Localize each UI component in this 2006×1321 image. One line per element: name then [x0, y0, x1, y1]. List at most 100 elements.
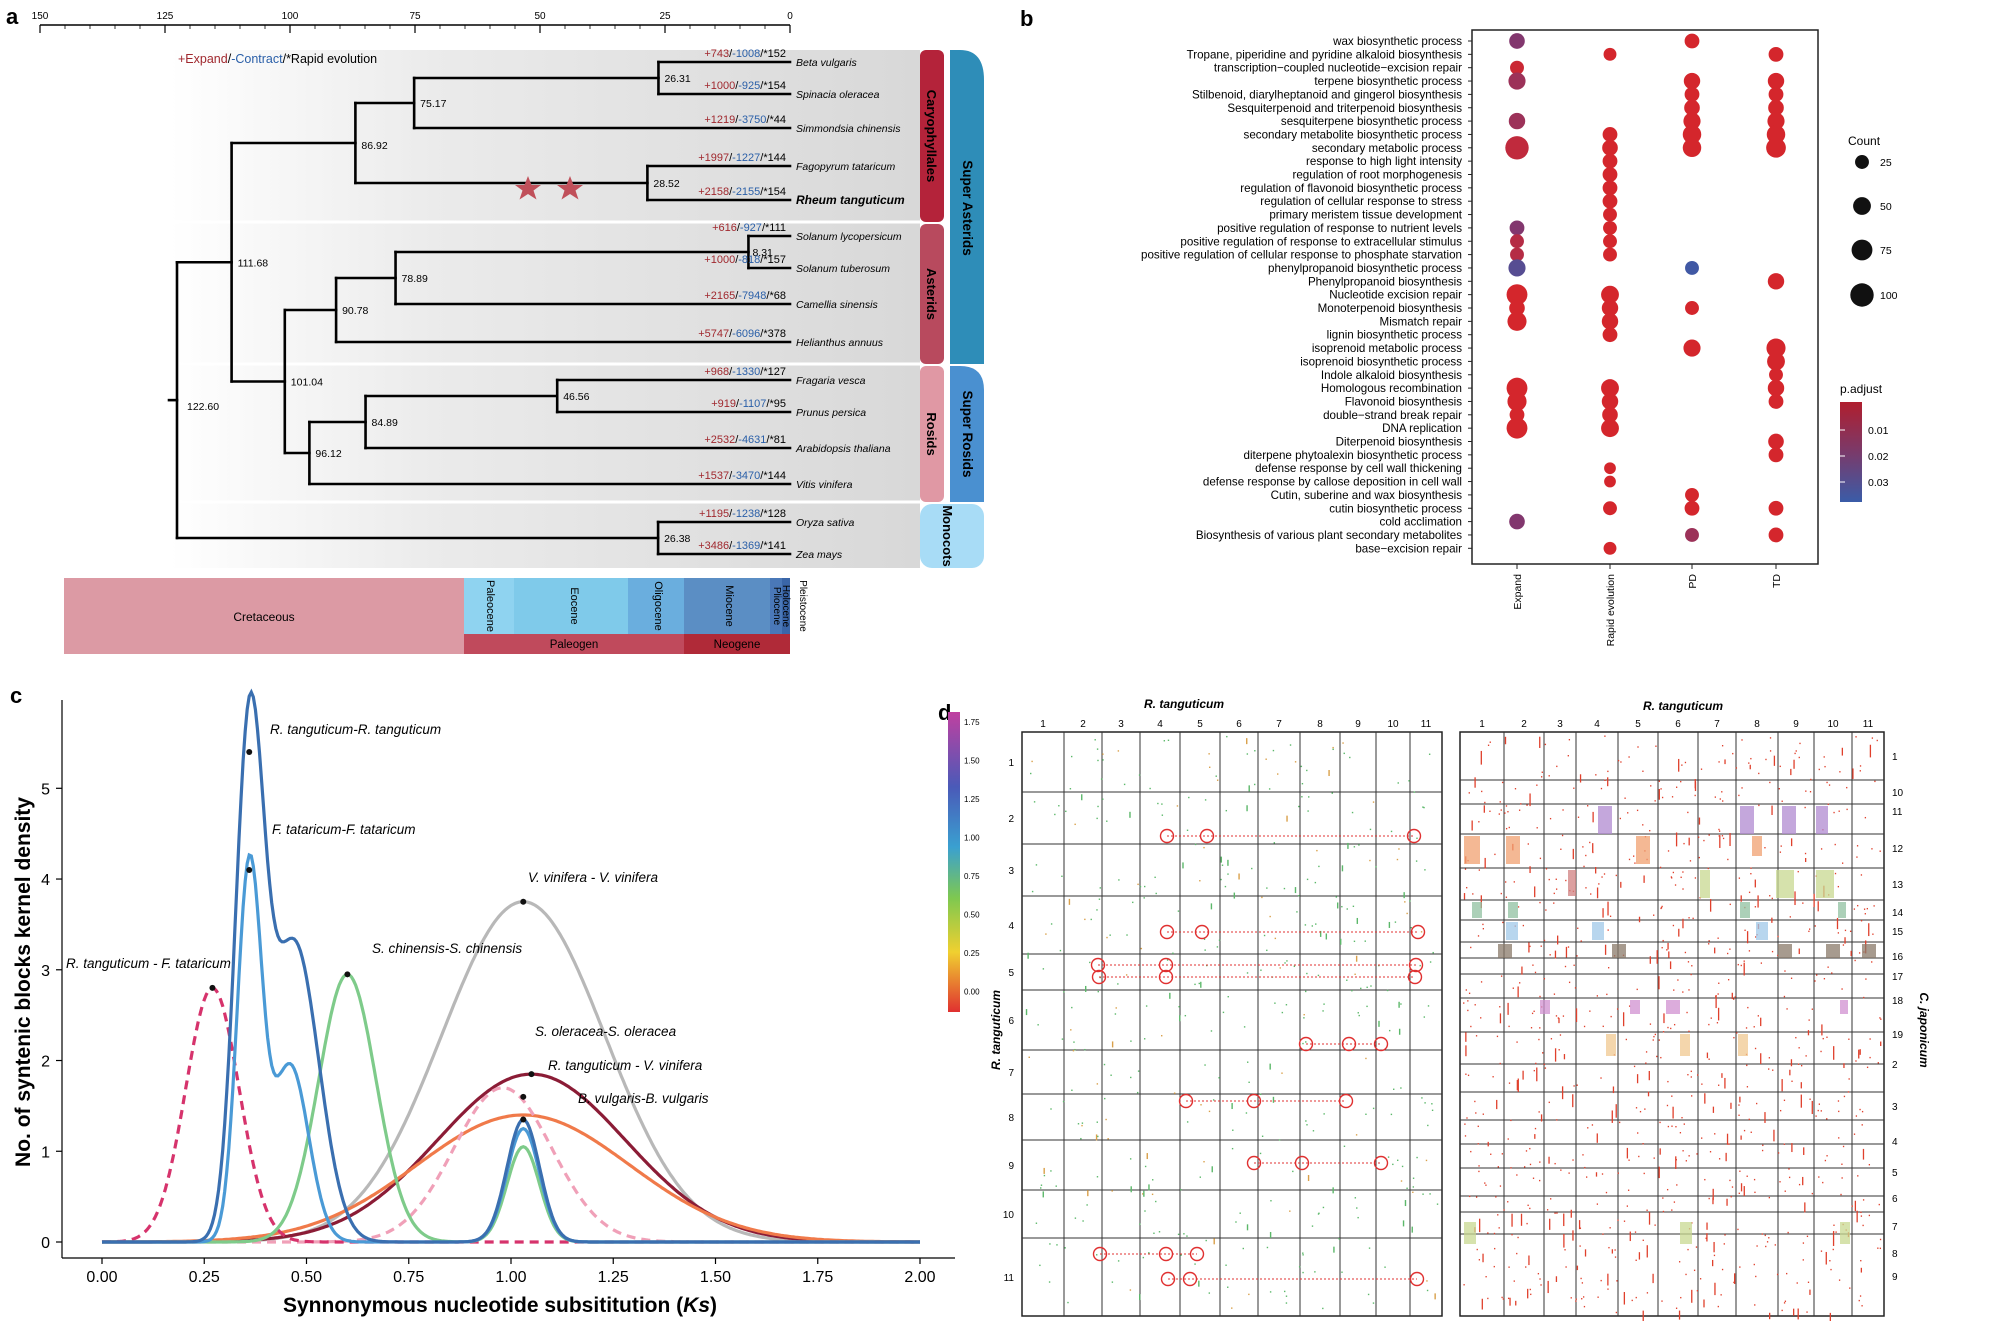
synteny-dot	[1307, 810, 1309, 812]
synteny-dot	[1279, 967, 1281, 969]
synteny-dot	[1507, 1138, 1509, 1140]
synteny-dot	[1712, 1106, 1715, 1113]
synteny-dot	[1367, 1293, 1370, 1296]
synteny-dot	[1152, 1179, 1154, 1181]
synteny-dot	[1375, 866, 1377, 868]
synteny-dot	[1595, 774, 1597, 776]
synteny-dot	[1045, 933, 1047, 935]
synteny-dot	[1755, 1275, 1757, 1278]
synteny-dot	[1094, 739, 1096, 741]
synteny-dot	[1545, 868, 1548, 870]
rapid-count: /*128	[760, 508, 786, 520]
synteny-dot	[1547, 1280, 1549, 1294]
synteny-dot	[1661, 1300, 1663, 1302]
synteny-dot	[1465, 1032, 1467, 1042]
go-dot	[1601, 285, 1619, 304]
synteny-dot	[1070, 1029, 1072, 1031]
gene-family-counts: +2532/-4631/*81	[704, 434, 786, 446]
synteny-dot	[1820, 1250, 1823, 1252]
synteny-dot	[1669, 961, 1672, 970]
left-row-label: 9	[1008, 1161, 1014, 1172]
ks-x-tick-label: 0.00	[86, 1269, 117, 1286]
left-row-label: 5	[1008, 968, 1014, 979]
clade-label-rosids: Rosids	[924, 412, 939, 455]
synteny-dot	[1272, 1096, 1275, 1103]
synteny-dot	[1153, 1232, 1155, 1234]
go-dot	[1767, 352, 1785, 371]
panel-label-c: c	[10, 683, 22, 708]
synteny-dot	[1086, 1204, 1088, 1206]
synteny-dot	[1769, 895, 1771, 897]
synteny-dot	[1106, 820, 1108, 822]
right-col-label: 5	[1635, 719, 1641, 730]
synteny-dot	[1323, 1113, 1325, 1115]
synteny-dot	[1161, 814, 1164, 816]
synteny-dot	[1579, 1245, 1581, 1247]
count-separator: /	[735, 290, 739, 302]
node-age-label: 96.12	[315, 448, 341, 460]
go-term-label: defense response by cell wall thickening	[1255, 462, 1462, 475]
tree-legend: +Expand/-Contract/*Rapid evolution	[178, 52, 377, 66]
synteny-dot	[1054, 813, 1056, 816]
synteny-dot	[1879, 1247, 1882, 1250]
synteny-dot	[1416, 1156, 1418, 1159]
right-col-label: 1	[1479, 719, 1485, 730]
synteny-dot	[1769, 737, 1772, 739]
left-col-label: 1	[1040, 719, 1046, 730]
synteny-dot	[1125, 974, 1128, 976]
synteny-dot	[1400, 1087, 1402, 1089]
synteny-dot	[1821, 1024, 1823, 1036]
synteny-dot	[1849, 1287, 1851, 1289]
synteny-dot	[1332, 1187, 1334, 1194]
synteny-dot	[1343, 1145, 1346, 1148]
synteny-dot	[1050, 923, 1053, 925]
ks-curve-label: R. tanguticum - F. tataricum	[66, 956, 231, 971]
synteny-dot	[1650, 785, 1652, 787]
synteny-dot	[1548, 878, 1550, 881]
synteny-dot	[1243, 1026, 1246, 1028]
synteny-dot	[1643, 1172, 1645, 1175]
synteny-dot	[1316, 849, 1318, 852]
synteny-dot	[1800, 1064, 1803, 1067]
synteny-dot	[1596, 1203, 1599, 1205]
synteny-dot	[1085, 985, 1087, 992]
era-oligocene	[628, 578, 684, 634]
synteny-dot	[1118, 879, 1120, 881]
synteny-dot	[1129, 811, 1131, 818]
synteny-dot	[1186, 1235, 1188, 1237]
synteny-dot	[1868, 923, 1870, 937]
clade-label-asterids: Asterids	[924, 268, 939, 320]
synteny-dot	[1206, 964, 1208, 967]
synteny-dot	[1246, 753, 1249, 755]
synteny-dot	[1296, 911, 1298, 913]
synteny-dot	[1507, 1002, 1509, 1015]
synteny-dot	[1680, 780, 1682, 783]
synteny-dot	[1805, 857, 1807, 863]
scale-tick-label: 0	[787, 11, 793, 22]
go-term-label: terpene biosynthetic process	[1314, 75, 1462, 88]
go-term-label: Stilbenoid, diarylheptanoid and gingerol…	[1192, 88, 1462, 101]
synteny-dot	[1172, 952, 1174, 954]
ks-curve	[101, 1113, 920, 1244]
synteny-dot	[1860, 1215, 1863, 1217]
synteny-dot	[1493, 1265, 1495, 1268]
synteny-dot	[1349, 756, 1351, 759]
synteny-dot	[1322, 1307, 1324, 1310]
rapid-count: /*81	[766, 434, 786, 446]
left-row-label: 4	[1008, 921, 1014, 932]
synteny-dot	[1666, 1104, 1669, 1107]
synteny-dot	[1567, 755, 1569, 757]
synteny-dot	[1707, 867, 1709, 870]
synteny-dot	[1097, 1135, 1099, 1138]
synteny-dot	[1688, 837, 1690, 846]
go-dot	[1603, 541, 1617, 555]
left-col-label: 5	[1197, 719, 1203, 730]
synteny-dot	[1277, 773, 1279, 775]
synteny-block	[1756, 922, 1768, 940]
go-term-label: defense response by callose deposition i…	[1203, 476, 1462, 489]
synteny-dot	[1729, 903, 1731, 906]
synteny-dot	[1662, 1031, 1665, 1033]
synteny-dot	[1721, 1073, 1723, 1078]
right-row-label: 14	[1892, 908, 1904, 919]
scale-tick-label: 125	[157, 11, 174, 22]
